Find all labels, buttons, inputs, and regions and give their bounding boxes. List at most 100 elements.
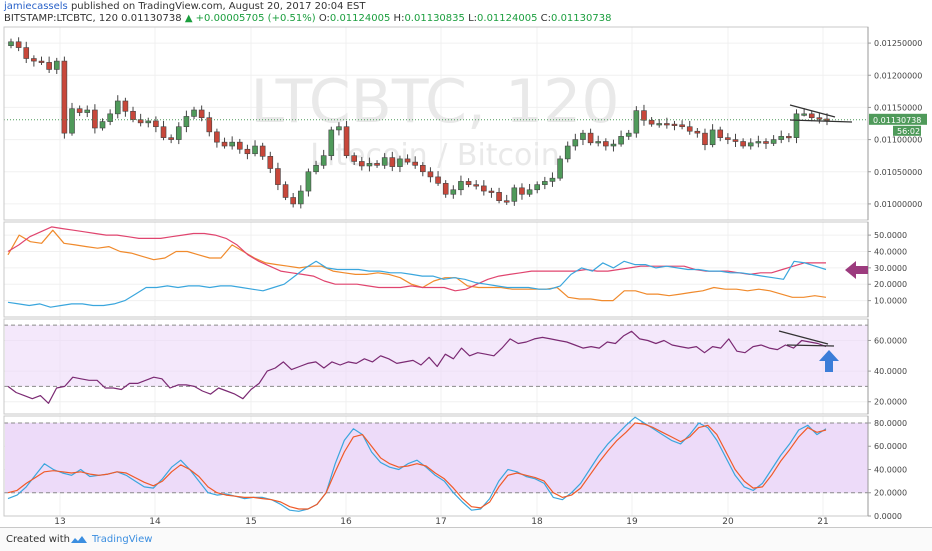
candle-body — [381, 157, 388, 166]
candle-body — [92, 109, 98, 129]
y-tick-label: 20.0000 — [874, 398, 907, 407]
candle-body — [618, 136, 624, 145]
x-tick-label: 15 — [245, 517, 256, 527]
candle-body — [404, 158, 411, 163]
y-tick-label: 40.0000 — [874, 367, 907, 376]
publish-line: jamiecassels published on TradingView.co… — [4, 1, 365, 13]
candle-body — [717, 129, 724, 138]
candle-body — [290, 197, 296, 205]
candle-body — [107, 113, 113, 122]
indicator-lines — [7, 226, 827, 512]
candle-body — [564, 145, 571, 160]
candle-body — [442, 183, 449, 195]
x-tick-label: 18 — [531, 517, 543, 527]
last-price-badge — [869, 113, 927, 125]
watermark-symbol: LTCBTC, 120 — [250, 67, 619, 137]
candle-body — [572, 139, 579, 147]
high-label: H: — [393, 13, 405, 24]
candle-body — [679, 124, 685, 128]
candle-body — [801, 113, 807, 116]
pane-frame — [3, 221, 869, 318]
candle-body — [816, 117, 823, 120]
candle-body — [313, 165, 319, 173]
annotations — [778, 104, 868, 372]
high-value: 0.01130835 — [404, 13, 465, 24]
candle-body — [267, 156, 274, 169]
close-value: 0.01130738 — [551, 13, 612, 24]
candle-body — [549, 177, 556, 182]
candle-body — [656, 123, 663, 126]
candle-body — [61, 60, 68, 134]
candle-body — [420, 165, 426, 173]
candle-body — [519, 187, 525, 195]
candle-body — [137, 119, 144, 124]
candle-body — [740, 141, 746, 147]
candle-body — [351, 155, 357, 162]
candle-body — [648, 119, 655, 125]
candle-body — [694, 130, 701, 134]
author-link[interactable]: jamiecassels — [4, 1, 68, 12]
candle-body — [305, 171, 312, 192]
y-tick-label: 0.01000000 — [874, 200, 922, 209]
countdown-badge — [893, 125, 921, 136]
candle-body — [297, 190, 304, 205]
candle-body — [130, 110, 136, 120]
axes: 0.01250000 0.01200000 0.01150000 0.01100000… — [3, 26, 927, 527]
candle-body — [15, 41, 22, 48]
created-with-text: Created with — [6, 534, 70, 545]
y-tick-label: 0.01100000 — [874, 136, 922, 145]
y-tick-label: 40.0000 — [874, 465, 907, 474]
overbought-oversold-band — [5, 422, 868, 493]
price-candles — [4, 37, 868, 209]
y-tick-label: 80.0000 — [874, 419, 907, 428]
candle-body — [275, 168, 281, 185]
candle-body — [8, 41, 14, 46]
candle-body — [359, 161, 365, 167]
close-label: C: — [540, 13, 552, 24]
candle-body — [496, 192, 502, 202]
rsi-trendline — [786, 344, 835, 347]
candle-body — [229, 141, 235, 147]
x-tick-label: 13 — [54, 517, 65, 527]
price-change: ▲ +0.00005705 (+0.51%) — [184, 13, 316, 24]
candle-body — [778, 136, 785, 140]
candle-body — [770, 139, 777, 144]
candle-body — [793, 113, 800, 138]
candle-body — [671, 123, 678, 126]
candle-body — [214, 131, 220, 143]
y-tick-label: 40.0000 — [874, 247, 907, 256]
y-tick-label: 0.01050000 — [874, 168, 922, 177]
candle-body — [458, 181, 464, 191]
candle-body — [206, 117, 213, 133]
indicator-series-line — [7, 422, 827, 510]
candle-body — [374, 163, 380, 166]
candle-body — [198, 109, 205, 119]
y-tick-label: 20.0000 — [874, 280, 907, 289]
candle-body — [38, 60, 45, 63]
candle-body — [702, 132, 708, 146]
candle-body — [145, 120, 152, 124]
candle-body — [69, 108, 75, 134]
candle-body — [641, 110, 647, 121]
candle-body — [183, 116, 190, 128]
candle-body — [114, 100, 121, 115]
candle-body — [808, 113, 815, 119]
candle-body — [320, 155, 327, 166]
candle-body — [664, 123, 670, 126]
candle-body — [587, 132, 594, 144]
candle-body — [542, 181, 548, 185]
candle-body — [23, 47, 30, 59]
candle-body — [595, 141, 602, 144]
candle-body — [31, 58, 37, 62]
candle-body — [747, 142, 754, 147]
y-tick-label: 0.01200000 — [874, 71, 922, 80]
open-label: O: — [318, 13, 330, 24]
tradingview-brand[interactable]: TradingView — [92, 534, 153, 545]
candle-body — [252, 145, 258, 155]
candle-body — [725, 137, 731, 140]
candle-body — [336, 126, 342, 131]
candle-body — [153, 120, 159, 128]
indicator-series-line — [7, 416, 827, 512]
overbought-oversold-band — [5, 325, 868, 387]
chart-canvas: LTCBTC, 120 Litecoin / Bitcoin 0.0125000… — [3, 26, 927, 527]
